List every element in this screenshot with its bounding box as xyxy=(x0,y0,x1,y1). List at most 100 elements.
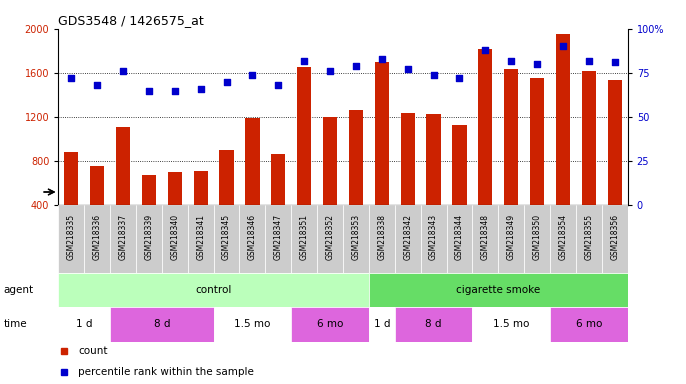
Bar xyxy=(246,118,259,250)
Text: 1.5 mo: 1.5 mo xyxy=(234,319,270,329)
Text: 1 d: 1 d xyxy=(374,319,390,329)
Point xyxy=(92,82,103,88)
Bar xyxy=(369,205,394,273)
Text: count: count xyxy=(78,346,108,356)
Bar xyxy=(375,62,389,250)
Text: 1.5 mo: 1.5 mo xyxy=(493,319,530,329)
Bar xyxy=(556,34,570,250)
Bar xyxy=(452,125,466,250)
Text: GSM218335: GSM218335 xyxy=(67,214,75,260)
Text: GSM218348: GSM218348 xyxy=(481,214,490,260)
Point xyxy=(169,88,180,94)
Bar xyxy=(110,205,136,273)
Bar xyxy=(116,127,130,250)
Bar xyxy=(265,205,292,273)
Bar xyxy=(576,205,602,273)
Point xyxy=(480,47,491,53)
Bar xyxy=(188,205,213,273)
Bar xyxy=(343,205,369,273)
Point xyxy=(273,82,284,88)
Bar xyxy=(292,307,369,342)
Point xyxy=(454,75,465,81)
Bar xyxy=(84,205,110,273)
Bar xyxy=(550,205,576,273)
Point xyxy=(247,72,258,78)
Text: agent: agent xyxy=(3,285,34,295)
Bar xyxy=(498,205,524,273)
Bar xyxy=(550,307,628,342)
Text: GSM218338: GSM218338 xyxy=(377,214,386,260)
Bar xyxy=(297,68,311,250)
Text: GSM218341: GSM218341 xyxy=(196,214,205,260)
Bar xyxy=(193,171,208,250)
Text: control: control xyxy=(196,285,232,295)
Bar xyxy=(369,273,628,307)
Text: GSM218346: GSM218346 xyxy=(248,214,257,260)
Point xyxy=(428,72,439,78)
Text: 1 d: 1 d xyxy=(76,319,93,329)
Text: GSM218343: GSM218343 xyxy=(429,214,438,260)
Text: GSM218339: GSM218339 xyxy=(144,214,154,260)
Text: 8 d: 8 d xyxy=(425,319,442,329)
Point xyxy=(583,58,594,64)
Bar xyxy=(478,49,493,250)
Point xyxy=(506,58,517,64)
Text: cigarette smoke: cigarette smoke xyxy=(456,285,541,295)
Bar xyxy=(213,205,239,273)
Point xyxy=(558,43,569,50)
Text: GSM218345: GSM218345 xyxy=(222,214,231,260)
Point xyxy=(609,59,620,65)
Bar xyxy=(473,205,498,273)
Text: GSM218342: GSM218342 xyxy=(403,214,412,260)
Text: GSM218336: GSM218336 xyxy=(93,214,102,260)
Point xyxy=(377,56,388,62)
Point xyxy=(66,75,77,81)
Bar xyxy=(524,205,550,273)
Bar xyxy=(348,111,363,250)
Text: GSM218353: GSM218353 xyxy=(351,214,360,260)
Bar xyxy=(530,78,544,250)
Point xyxy=(402,66,413,73)
Text: 6 mo: 6 mo xyxy=(576,319,602,329)
Point xyxy=(351,63,362,69)
Bar xyxy=(394,307,473,342)
Bar xyxy=(401,113,415,250)
Bar xyxy=(394,205,421,273)
Bar xyxy=(421,205,447,273)
Point xyxy=(298,58,309,64)
Bar xyxy=(136,205,162,273)
Text: GSM218344: GSM218344 xyxy=(455,214,464,260)
Text: percentile rank within the sample: percentile rank within the sample xyxy=(78,367,254,377)
Bar xyxy=(323,117,338,250)
Bar xyxy=(58,205,84,273)
Bar xyxy=(292,205,317,273)
Point xyxy=(221,79,232,85)
Point xyxy=(143,88,154,94)
Text: 6 mo: 6 mo xyxy=(317,319,343,329)
Bar xyxy=(582,71,596,250)
Text: GSM218350: GSM218350 xyxy=(532,214,542,260)
Text: GSM218355: GSM218355 xyxy=(584,214,593,260)
Bar xyxy=(447,205,473,273)
Bar xyxy=(239,205,265,273)
Text: GSM218354: GSM218354 xyxy=(558,214,567,260)
Bar xyxy=(473,307,550,342)
Bar xyxy=(167,172,182,250)
Point xyxy=(532,61,543,67)
Point xyxy=(196,86,206,92)
Bar xyxy=(110,307,213,342)
Bar xyxy=(58,273,369,307)
Text: GSM218351: GSM218351 xyxy=(300,214,309,260)
Text: GSM218337: GSM218337 xyxy=(119,214,128,260)
Bar xyxy=(90,166,104,250)
Bar xyxy=(271,154,285,250)
Bar xyxy=(64,152,78,250)
Bar xyxy=(58,307,110,342)
Point xyxy=(324,68,335,74)
Bar xyxy=(602,205,628,273)
Text: GDS3548 / 1426575_at: GDS3548 / 1426575_at xyxy=(58,14,204,27)
Bar xyxy=(504,68,519,250)
Bar xyxy=(427,114,440,250)
Point xyxy=(117,68,128,74)
Bar xyxy=(162,205,188,273)
